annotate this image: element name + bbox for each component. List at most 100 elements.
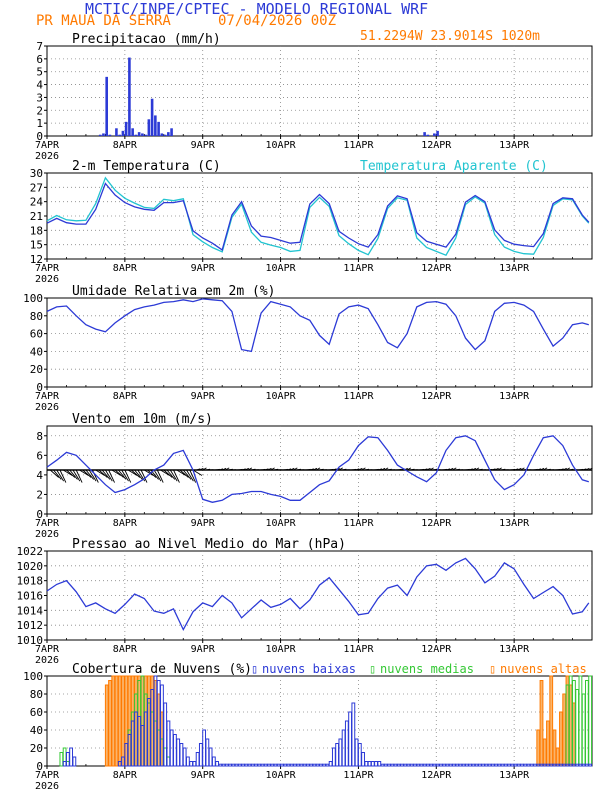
wind-barb [66, 469, 76, 478]
cloud-bar-nuvens-baixas [471, 763, 476, 767]
cloud-bar-nuvens-baixas [439, 763, 443, 767]
cloud-panel-title: Cobertura de Nuvens (%) [72, 662, 252, 677]
wind-barb [124, 469, 132, 483]
cloud-bar-nuvens-baixas [173, 734, 177, 767]
wind-barb [176, 469, 187, 476]
wind-barb [569, 468, 574, 471]
precip-bar [163, 134, 167, 136]
wind-barb [546, 468, 551, 471]
wind-barb [111, 469, 122, 476]
cloud-bar-nuvens-baixas [361, 752, 365, 767]
wind-barb [377, 468, 383, 471]
pres-xtick-label: 8APR [113, 644, 138, 655]
cloud-bar-nuvens-baixas [448, 763, 453, 767]
wind-barb [127, 469, 138, 476]
wind-barb [406, 467, 412, 471]
wind-barb [520, 467, 525, 471]
rh-xtick-label: 11APR [343, 391, 374, 402]
wind-year-label: 2026 [35, 529, 59, 540]
rh-frame [46, 297, 593, 388]
cloud-bar-nuvens-baixas [409, 763, 414, 767]
precip-xtick-label: 12APR [421, 140, 452, 151]
wind-barb [140, 469, 148, 483]
temp-xtick-label: 11APR [343, 263, 374, 274]
cloud-bar-nuvens-baixas [533, 763, 537, 767]
cloud-xtick-label: 7APR [35, 770, 60, 781]
station-name: PR MAUA DA SERRA [36, 13, 171, 29]
cloud-bar-nuvens-baixas [442, 763, 447, 767]
rh-ytick-label: 100 [23, 292, 43, 305]
precip-xtick-label: 9APR [191, 140, 216, 151]
cloud-bar-nuvens-baixas [484, 763, 489, 767]
wind-barb [182, 469, 192, 480]
temp-xtick-label: 8APR [113, 263, 138, 274]
cloud-bar-nuvens-baixas [231, 763, 236, 767]
wind-ytick-label: 0 [36, 508, 43, 521]
cloud-bar-nuvens-altas [552, 729, 557, 767]
cloud-bar-nuvens-altas [546, 720, 550, 767]
cloud-bar-nuvens-baixas [198, 743, 203, 767]
cloud-bar-nuvens-baixas [464, 763, 469, 767]
wind-barb [316, 467, 321, 471]
wind-barb [497, 467, 502, 471]
temp-ytick-label: 12 [30, 253, 43, 266]
cloud-bar-nuvens-baixas [468, 763, 473, 767]
cloud-bar-nuvens-baixas [393, 763, 398, 767]
cloud-bar-nuvens-baixas [452, 763, 456, 767]
cloud-bar-nuvens-baixas [273, 763, 278, 767]
cloud-ytick-label: 20 [30, 742, 43, 755]
cloud-bar-nuvens-baixas [377, 761, 382, 767]
cloud-bar-nuvens-medias [59, 752, 64, 767]
wind-barb [478, 468, 483, 471]
cloud-bar-nuvens-baixas [513, 763, 518, 767]
cloud-bar-nuvens-baixas [224, 763, 229, 767]
cloud-bar-nuvens-baixas [432, 763, 437, 767]
wind-barb [273, 468, 279, 471]
cloud-bar-nuvens-baixas [461, 763, 466, 767]
cloud-bar-nuvens-baixas [481, 763, 486, 767]
wind-barb [267, 467, 272, 471]
wind-barb [49, 469, 60, 478]
wind-barb [88, 469, 97, 482]
wind-barb [53, 469, 62, 480]
cloud-xtick-label: 9APR [191, 770, 216, 781]
cloud-bar-nuvens-baixas [364, 761, 369, 767]
wind-barb [319, 468, 324, 471]
cloud-bar-nuvens-baixas [422, 763, 427, 767]
wind-barb [329, 468, 334, 471]
wind-barb [79, 469, 89, 476]
pres-xtick-label: 11APR [343, 644, 374, 655]
wind-barb [108, 469, 115, 483]
wind-barb [101, 469, 111, 480]
wind-barb [189, 469, 197, 483]
temp-ytick-label: 15 [30, 239, 43, 252]
wind-barb [432, 468, 438, 471]
cloud-bar-nuvens-baixas [286, 763, 291, 767]
cloud-legend-swatch-low: ▯ [251, 662, 258, 676]
wind-barb [290, 467, 295, 471]
cloud-bar-nuvens-medias [588, 675, 593, 767]
cloud-xtick-label: 13APR [499, 770, 530, 781]
cloud-bar-nuvens-baixas [289, 763, 294, 767]
wind-barb [468, 468, 473, 471]
wind-ytick-label: 2 [36, 488, 43, 501]
cloud-legend-swatch-high: ▯ [489, 662, 496, 676]
wind-barb [442, 468, 448, 471]
cloud-bar-nuvens-baixas [490, 763, 495, 767]
cloud-bar-nuvens-baixas [306, 763, 310, 767]
cloud-bar-nuvens-baixas [65, 752, 70, 767]
cloud-bar-nuvens-baixas [312, 763, 317, 767]
precip-bar [124, 121, 128, 136]
wind-barb [82, 469, 92, 478]
wind-barb [543, 467, 548, 471]
precip-bar [436, 130, 439, 136]
temp-ytick-label: 21 [30, 210, 43, 223]
cloud-year-label: 2026 [35, 781, 59, 792]
wind-barb [296, 468, 302, 471]
wind-barb [85, 469, 95, 480]
wind-barb [423, 468, 428, 471]
cloud-bar-nuvens-baixas [578, 763, 583, 767]
wind-series-line-0 [46, 435, 589, 503]
temp-ytick-label: 18 [30, 224, 43, 237]
rh-xtick-label: 12APR [421, 391, 452, 402]
